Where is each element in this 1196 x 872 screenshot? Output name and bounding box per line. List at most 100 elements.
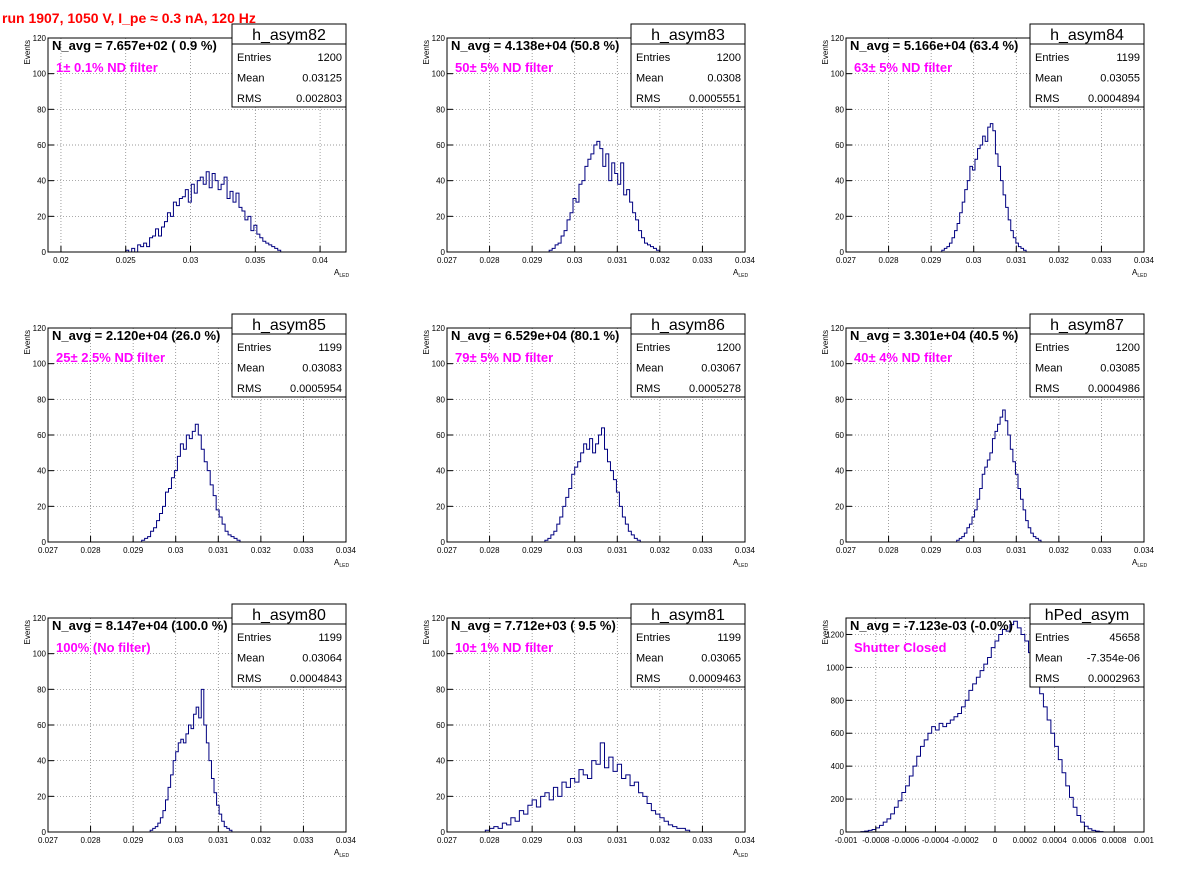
h_asym86-ytick-label-6: 120 — [432, 324, 446, 333]
hPed_asym-xtick-label-6: 0.0002 — [1013, 836, 1038, 845]
h_asym86-stats-name: h_asym86 — [651, 317, 725, 334]
h_asym87-title: N_avg = 3.301e+04 (40.5 %) — [850, 328, 1018, 343]
h_asym85-xtick-label-6: 0.033 — [293, 546, 314, 555]
h_asym86-stats-box — [630, 313, 746, 398]
h_asym86-xtick-label-0: 0.027 — [437, 546, 458, 555]
h_asym84-ytick-label-2: 40 — [835, 177, 844, 186]
h_asym80-ytick-label-3: 60 — [37, 721, 46, 730]
figure-title: run 1907, 1050 V, I_pe ≈ 0.3 nA, 120 Hz — [2, 10, 256, 26]
h_asym81-title: N_avg = 7.712e+03 ( 9.5 %) — [451, 618, 616, 633]
h_asym82-xtick-label-3: 0.035 — [245, 256, 266, 265]
h_asym83-stats-rms-label: RMS — [636, 93, 660, 105]
h_asym81-xtick-label-6: 0.033 — [692, 836, 713, 845]
h_asym85-xtick-label-3: 0.03 — [168, 546, 184, 555]
h_asym82-stats-entries-label: Entries — [237, 52, 272, 64]
h_asym84-xtick-label-7: 0.034 — [1134, 256, 1155, 265]
h_asym83-ytick-label-2: 40 — [436, 177, 445, 186]
h_asym83-title: N_avg = 4.138e+04 (50.8 %) — [451, 38, 619, 53]
h_asym80-xtick-label-1: 0.028 — [81, 836, 102, 845]
hPed_asym-xtick-label-9: 0.0008 — [1102, 836, 1127, 845]
hPed_asym-ytick-label-4: 800 — [831, 696, 845, 705]
h_asym83-xtick-label-5: 0.032 — [650, 256, 671, 265]
h_asym85-xtick-label-2: 0.029 — [123, 546, 144, 555]
hPed_asym-ytick-label-1: 200 — [831, 795, 845, 804]
h_asym80-xtick-label-7: 0.034 — [336, 836, 357, 845]
h_asym87-stats-rms-value: 0.0004986 — [1088, 383, 1140, 395]
hPed_asym-stats-rms-value: 0.0002963 — [1088, 673, 1140, 685]
h_asym86-ytick-label-1: 20 — [436, 502, 445, 511]
h_asym82-ytick-label-4: 80 — [37, 105, 46, 114]
h_asym82-stats-rms-label: RMS — [237, 93, 261, 105]
h_asym83-stats-mean-value: 0.0308 — [707, 73, 741, 85]
h_asym87-stats-box — [1029, 313, 1145, 398]
h_asym86-xtick-label-6: 0.033 — [692, 546, 713, 555]
h_asym85-stats-entries-label: Entries — [237, 342, 272, 354]
h_asym83-xlabel: ALED — [733, 268, 748, 279]
h_asym84-xtick-label-2: 0.029 — [921, 256, 942, 265]
h_asym87-xtick-label-6: 0.033 — [1091, 546, 1112, 555]
h_asym87-ytick-label-1: 20 — [835, 502, 844, 511]
h_asym81-xtick-label-2: 0.029 — [522, 836, 543, 845]
hPed_asym-xtick-label-4: -0.0002 — [952, 836, 980, 845]
h_asym80-ytick-label-5: 100 — [33, 650, 47, 659]
h_asym86-xlabel-sub: LED — [738, 563, 748, 569]
h_asym86-xtick-label-1: 0.028 — [480, 546, 501, 555]
h_asym86-ytick-label-5: 100 — [432, 360, 446, 369]
h_asym84-ytick-label-1: 20 — [835, 212, 844, 221]
h_asym81-xtick-label-3: 0.03 — [567, 836, 583, 845]
h_asym80-ytick-label-2: 40 — [37, 757, 46, 766]
h_asym85-stats-rms-value: 0.0005954 — [290, 383, 342, 395]
h_asym82-title: N_avg = 7.657e+02 ( 0.9 %) — [52, 38, 217, 53]
h_asym85-annotation: 25± 2.5% ND filter — [56, 350, 165, 365]
h_asym85-ytick-label-6: 120 — [33, 324, 47, 333]
h_asym83-stats-entries-label: Entries — [636, 52, 671, 64]
h_asym86-xtick-label-3: 0.03 — [567, 546, 583, 555]
h_asym87-stats-name: h_asym87 — [1050, 317, 1124, 334]
hPed_asym-ytick-label-3: 600 — [831, 729, 845, 738]
h_asym81-histogram — [484, 742, 691, 832]
h_asym81-xlabel-sub: LED — [738, 853, 748, 859]
h_asym86-title: N_avg = 6.529e+04 (80.1 %) — [451, 328, 619, 343]
hPed_asym-annotation: Shutter Closed — [854, 640, 947, 655]
h_asym83-ytick-label-3: 60 — [436, 141, 445, 150]
h_asym82-stats-entries-value: 1200 — [318, 52, 342, 64]
hPed_asym-ytick-label-5: 1000 — [826, 663, 844, 672]
h_asym83-ytick-label-1: 20 — [436, 212, 445, 221]
hPed_asym-ylabel: Events — [821, 620, 830, 644]
h_asym81-stats-entries-label: Entries — [636, 632, 671, 644]
h_asym82-xtick-label-2: 0.03 — [183, 256, 199, 265]
h_asym81-stats-rms-label: RMS — [636, 673, 660, 685]
h_asym87-ytick-label-0: 0 — [840, 538, 845, 547]
h_asym83-xtick-label-4: 0.031 — [607, 256, 628, 265]
h_asym87-ytick-label-4: 80 — [835, 395, 844, 404]
h_asym83-xtick-label-7: 0.034 — [735, 256, 756, 265]
h_asym87-xlabel-sub: LED — [1137, 563, 1147, 569]
hPed_asym-stats-mean-value: -7.354e-06 — [1087, 653, 1140, 665]
h_asym86-annotation: 79± 5% ND filter — [455, 350, 553, 365]
h_asym85-ytick-label-4: 80 — [37, 395, 46, 404]
h_asym81-ytick-label-4: 80 — [436, 685, 445, 694]
h_asym82-ytick-label-5: 100 — [33, 70, 47, 79]
hPed_asym-xtick-label-1: -0.0008 — [862, 836, 890, 845]
hPed_asym-xtick-label-5: 0 — [993, 836, 998, 845]
h_asym84-xtick-label-1: 0.028 — [879, 256, 900, 265]
h_asym80-ytick-label-4: 80 — [37, 685, 46, 694]
h_asym82-ytick-label-2: 40 — [37, 177, 46, 186]
h_asym84-xlabel: ALED — [1132, 268, 1147, 279]
h_asym82-xlabel-sub: LED — [339, 273, 349, 279]
h_asym85-stats-mean-value: 0.03083 — [302, 363, 342, 375]
h_asym87-xtick-label-3: 0.03 — [966, 546, 982, 555]
h_asym82-histogram — [125, 171, 282, 253]
h_asym86-stats-mean-value: 0.03067 — [701, 363, 741, 375]
h_asym87-xtick-label-0: 0.027 — [836, 546, 857, 555]
h_asym83-stats-name: h_asym83 — [651, 27, 725, 44]
h_asym80-stats-entries-label: Entries — [237, 632, 272, 644]
h_asym86-xtick-label-5: 0.032 — [650, 546, 671, 555]
h_asym83-stats-rms-value: 0.0005551 — [689, 93, 741, 105]
h_asym86-xtick-label-7: 0.034 — [735, 546, 756, 555]
h_asym85-ytick-label-0: 0 — [42, 538, 47, 547]
h_asym81-stats-mean-label: Mean — [636, 653, 664, 665]
h_asym81-annotation: 10± 1% ND filter — [455, 640, 553, 655]
h_asym85-xtick-label-0: 0.027 — [38, 546, 59, 555]
h_asym82-stats-name: h_asym82 — [252, 27, 326, 44]
